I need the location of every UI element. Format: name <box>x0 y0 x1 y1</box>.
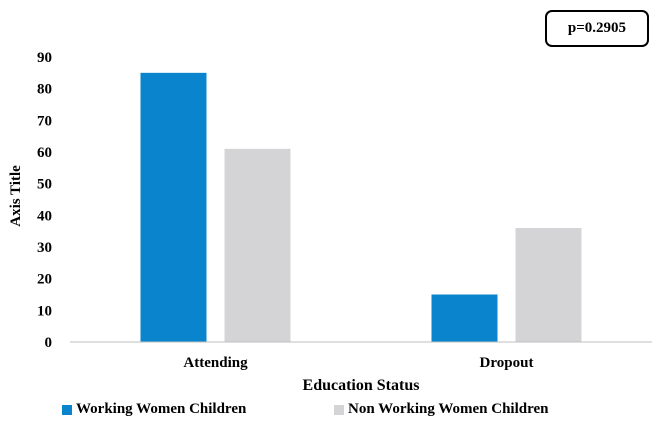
y-tick-label: 70 <box>37 113 52 129</box>
chart: 0 10 20 30 40 50 60 70 80 90 Attending Dropout Axi… <box>8 50 652 394</box>
y-tick-label: 50 <box>37 177 52 193</box>
x-axis-ticks: Attending Dropout <box>183 355 533 371</box>
y-tick-label: 20 <box>37 272 52 288</box>
x-tick-label: Dropout <box>480 355 534 371</box>
legend-label-working: Working Women Children <box>76 401 247 417</box>
y-tick-label: 10 <box>37 303 52 319</box>
x-axis-title: Education Status <box>303 377 420 394</box>
x-tick-label: Attending <box>183 355 248 371</box>
legend-item-working: Working Women Children <box>62 401 246 418</box>
y-tick-label: 60 <box>37 145 52 161</box>
bar-non-working-attending <box>224 148 291 342</box>
legend-label-non-working: Non Working Women Children <box>348 401 549 417</box>
bars <box>140 72 582 342</box>
bar-working-dropout <box>431 294 498 342</box>
legend-swatch-non-working <box>334 404 344 415</box>
y-tick-label: 0 <box>45 335 53 351</box>
legend-swatch-working <box>62 404 72 415</box>
y-tick-label: 90 <box>37 50 52 66</box>
bar-non-working-dropout <box>515 228 582 342</box>
y-tick-label: 80 <box>37 82 52 98</box>
y-tick-label: 40 <box>37 208 52 224</box>
legend-item-non-working: Non Working Women Children <box>334 401 548 418</box>
y-axis-ticks: 0 10 20 30 40 50 60 70 80 90 <box>37 50 52 351</box>
y-tick-label: 30 <box>37 240 52 256</box>
legend: Working Women Children Non Working Women… <box>0 401 652 421</box>
p-value-annotation: p=0.2905 <box>545 10 649 47</box>
bar-working-attending <box>140 72 207 342</box>
y-axis-title: Axis Title <box>8 165 24 227</box>
